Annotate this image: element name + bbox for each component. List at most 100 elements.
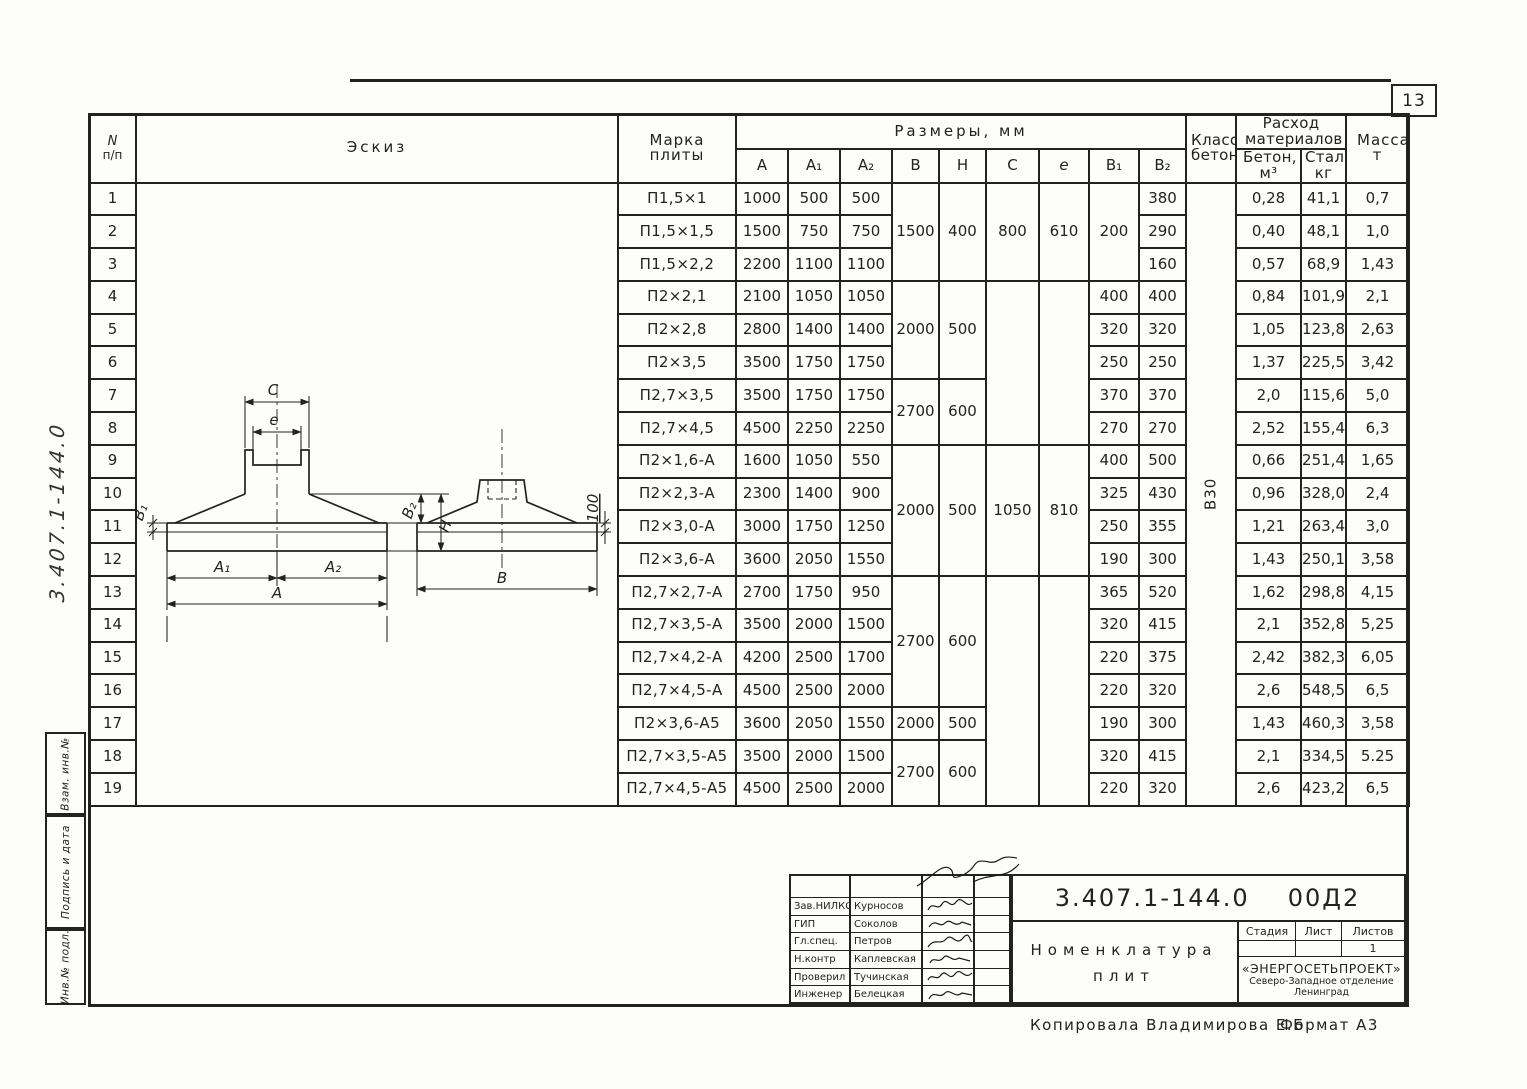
doc-number: 3.407.1-144.0 [1054, 884, 1250, 912]
cell-a2: 1250 [839, 509, 893, 545]
organization-cell: «ЭНЕРГОСЕТЬПРОЕКТ» Северо-Западное отдел… [1239, 957, 1404, 1004]
signature [923, 898, 975, 916]
cell-a1: 2050 [787, 706, 841, 742]
col-header-sizes: Размеры, мм [734, 113, 1188, 150]
cell-steel: 352,8 [1300, 607, 1348, 643]
handwritten-doc-number: 3.407.1-144.0 [45, 420, 69, 604]
cell-a2: 1500 [839, 607, 893, 643]
stamp-role: Инженер [791, 986, 851, 1005]
cell-e-merged: 610 [1038, 181, 1090, 282]
cell-concrete: 1,43 [1235, 706, 1303, 742]
cell-a2: 1100 [839, 247, 893, 282]
cell-a1: 1100 [787, 247, 841, 282]
cell-mark: П2,7×4,5 [617, 411, 737, 446]
stamp-empty [975, 969, 1011, 987]
table-row: 15 П2,7×4,2-А 4200 2500 1700 220 375 2,4… [88, 640, 1411, 676]
cell-b1: 220 [1088, 640, 1140, 676]
cell-steel: 298,8 [1300, 575, 1348, 610]
cell-a2: 1050 [839, 279, 893, 315]
cell-c-merged: 800 [985, 181, 1040, 282]
cell-b1: 400 [1088, 443, 1140, 479]
nomenclature-table: N п/п Эскиз Марка плиты Размеры, мм Клас… [88, 113, 1411, 807]
size-header-a2: A₂ [839, 148, 893, 184]
cell-mark: П2,7×3,5 [617, 378, 737, 414]
cell-h-merged: 600 [938, 378, 987, 446]
cell-mass: 2,4 [1345, 476, 1411, 512]
cell-b1: 320 [1088, 312, 1140, 348]
cell-concrete: 1,21 [1235, 509, 1303, 545]
cell-b2: 355 [1137, 509, 1188, 545]
cell-mark: П2×3,0-А [617, 509, 737, 545]
cell-a: 4200 [735, 640, 789, 676]
edge-label-inv-podl: Инв.№ подл. [59, 929, 72, 1005]
cell-a: 4500 [735, 771, 789, 807]
cell-b1: 190 [1088, 542, 1140, 578]
cell-b2: 375 [1137, 640, 1188, 676]
cell-steel: 251,4 [1300, 443, 1348, 479]
cell-b2: 320 [1137, 771, 1188, 807]
cell-mark: П1,5×1,5 [617, 214, 737, 250]
table-row: 10 П2×2,3-А 2300 1400 900 325 430 0,96 3… [88, 476, 1411, 512]
cell-a1: 2500 [787, 673, 841, 709]
cell-b2: 380 [1137, 181, 1188, 217]
cell-b1: 220 [1088, 673, 1140, 709]
cell-mark: П1,5×2,2 [617, 247, 737, 282]
cell-mass: 2,1 [1345, 279, 1411, 315]
cell-mark: П2×2,3-А [617, 476, 737, 512]
cell-b2: 250 [1137, 345, 1188, 381]
copied-by-caption: Копировала Владимирова Е.Б. [1030, 1016, 1312, 1034]
cell-b-merged: 2000 [891, 706, 940, 742]
cell-mass: 6,5 [1345, 673, 1411, 709]
stamp-empty [975, 933, 1011, 952]
size-header-a: A [735, 148, 789, 184]
cell-mass: 3,58 [1345, 542, 1411, 578]
cell-b2: 270 [1137, 411, 1188, 446]
cell-a2: 900 [839, 476, 893, 512]
dim-label-a2: А₂ [324, 558, 341, 576]
cell-steel: 263,4 [1300, 509, 1348, 545]
cell-mark: П2×2,1 [617, 279, 737, 315]
cell-b2: 290 [1137, 214, 1188, 250]
col-header-concrete-class: Класс бетона [1185, 113, 1238, 184]
sheet-value [1296, 941, 1342, 956]
cell-mass: 5,0 [1345, 378, 1411, 414]
cell-a2: 1750 [839, 345, 893, 381]
cell-b2: 370 [1137, 378, 1188, 414]
cell-mass: 6,3 [1345, 411, 1411, 446]
cell-num: 19 [88, 771, 137, 807]
cell-c-merged-empty [985, 575, 1040, 807]
table-row: 14 П2,7×3,5-А 3500 2000 1500 320 415 2,1… [88, 607, 1411, 643]
cell-concrete: 2,1 [1235, 739, 1303, 774]
materials-header-concrete: Бетон, м³ [1235, 148, 1303, 184]
cell-b2: 300 [1137, 706, 1188, 742]
dim-label-e: e [269, 411, 278, 429]
cell-mass: 2,63 [1345, 312, 1411, 348]
cell-num: 9 [88, 443, 137, 479]
table-row: 19 П2,7×4,5-А5 4500 2500 2000 220 320 2,… [88, 771, 1411, 807]
cell-h-merged: 400 [938, 181, 987, 282]
stamp-role: ГИП [791, 915, 851, 934]
cell-steel: 382,3 [1300, 640, 1348, 676]
cell-a1: 1750 [787, 378, 841, 414]
cell-b1: 325 [1088, 476, 1140, 512]
cell-a2: 1500 [839, 739, 893, 774]
cell-mass: 5,25 [1345, 607, 1411, 643]
cell-e-merged: 810 [1038, 443, 1090, 578]
cell-a2: 2000 [839, 771, 893, 807]
dim-label-a: А [271, 584, 282, 602]
col-header-mass: Масса, т [1345, 113, 1411, 184]
cell-mass: 1,65 [1345, 443, 1411, 479]
table-row: 7 П2,7×3,5 3500 1750 1750 2700 600 370 3… [88, 378, 1411, 446]
cell-num: 7 [88, 378, 137, 414]
cell-concrete: 1,05 [1235, 312, 1303, 348]
edge-label-vzam-inv: Взам. инв.№ [59, 736, 72, 811]
cell-a2: 2250 [839, 411, 893, 446]
cell-e-merged-empty [1038, 279, 1090, 446]
stamp-empty [975, 951, 1011, 969]
dim-label-100: 100 [584, 493, 602, 522]
cell-a2: 1750 [839, 378, 893, 414]
concrete-class-value: В30 [1201, 477, 1220, 511]
cell-a2: 500 [839, 181, 893, 217]
cell-b1: 320 [1088, 739, 1140, 774]
cell-steel: 423,2 [1300, 771, 1348, 807]
